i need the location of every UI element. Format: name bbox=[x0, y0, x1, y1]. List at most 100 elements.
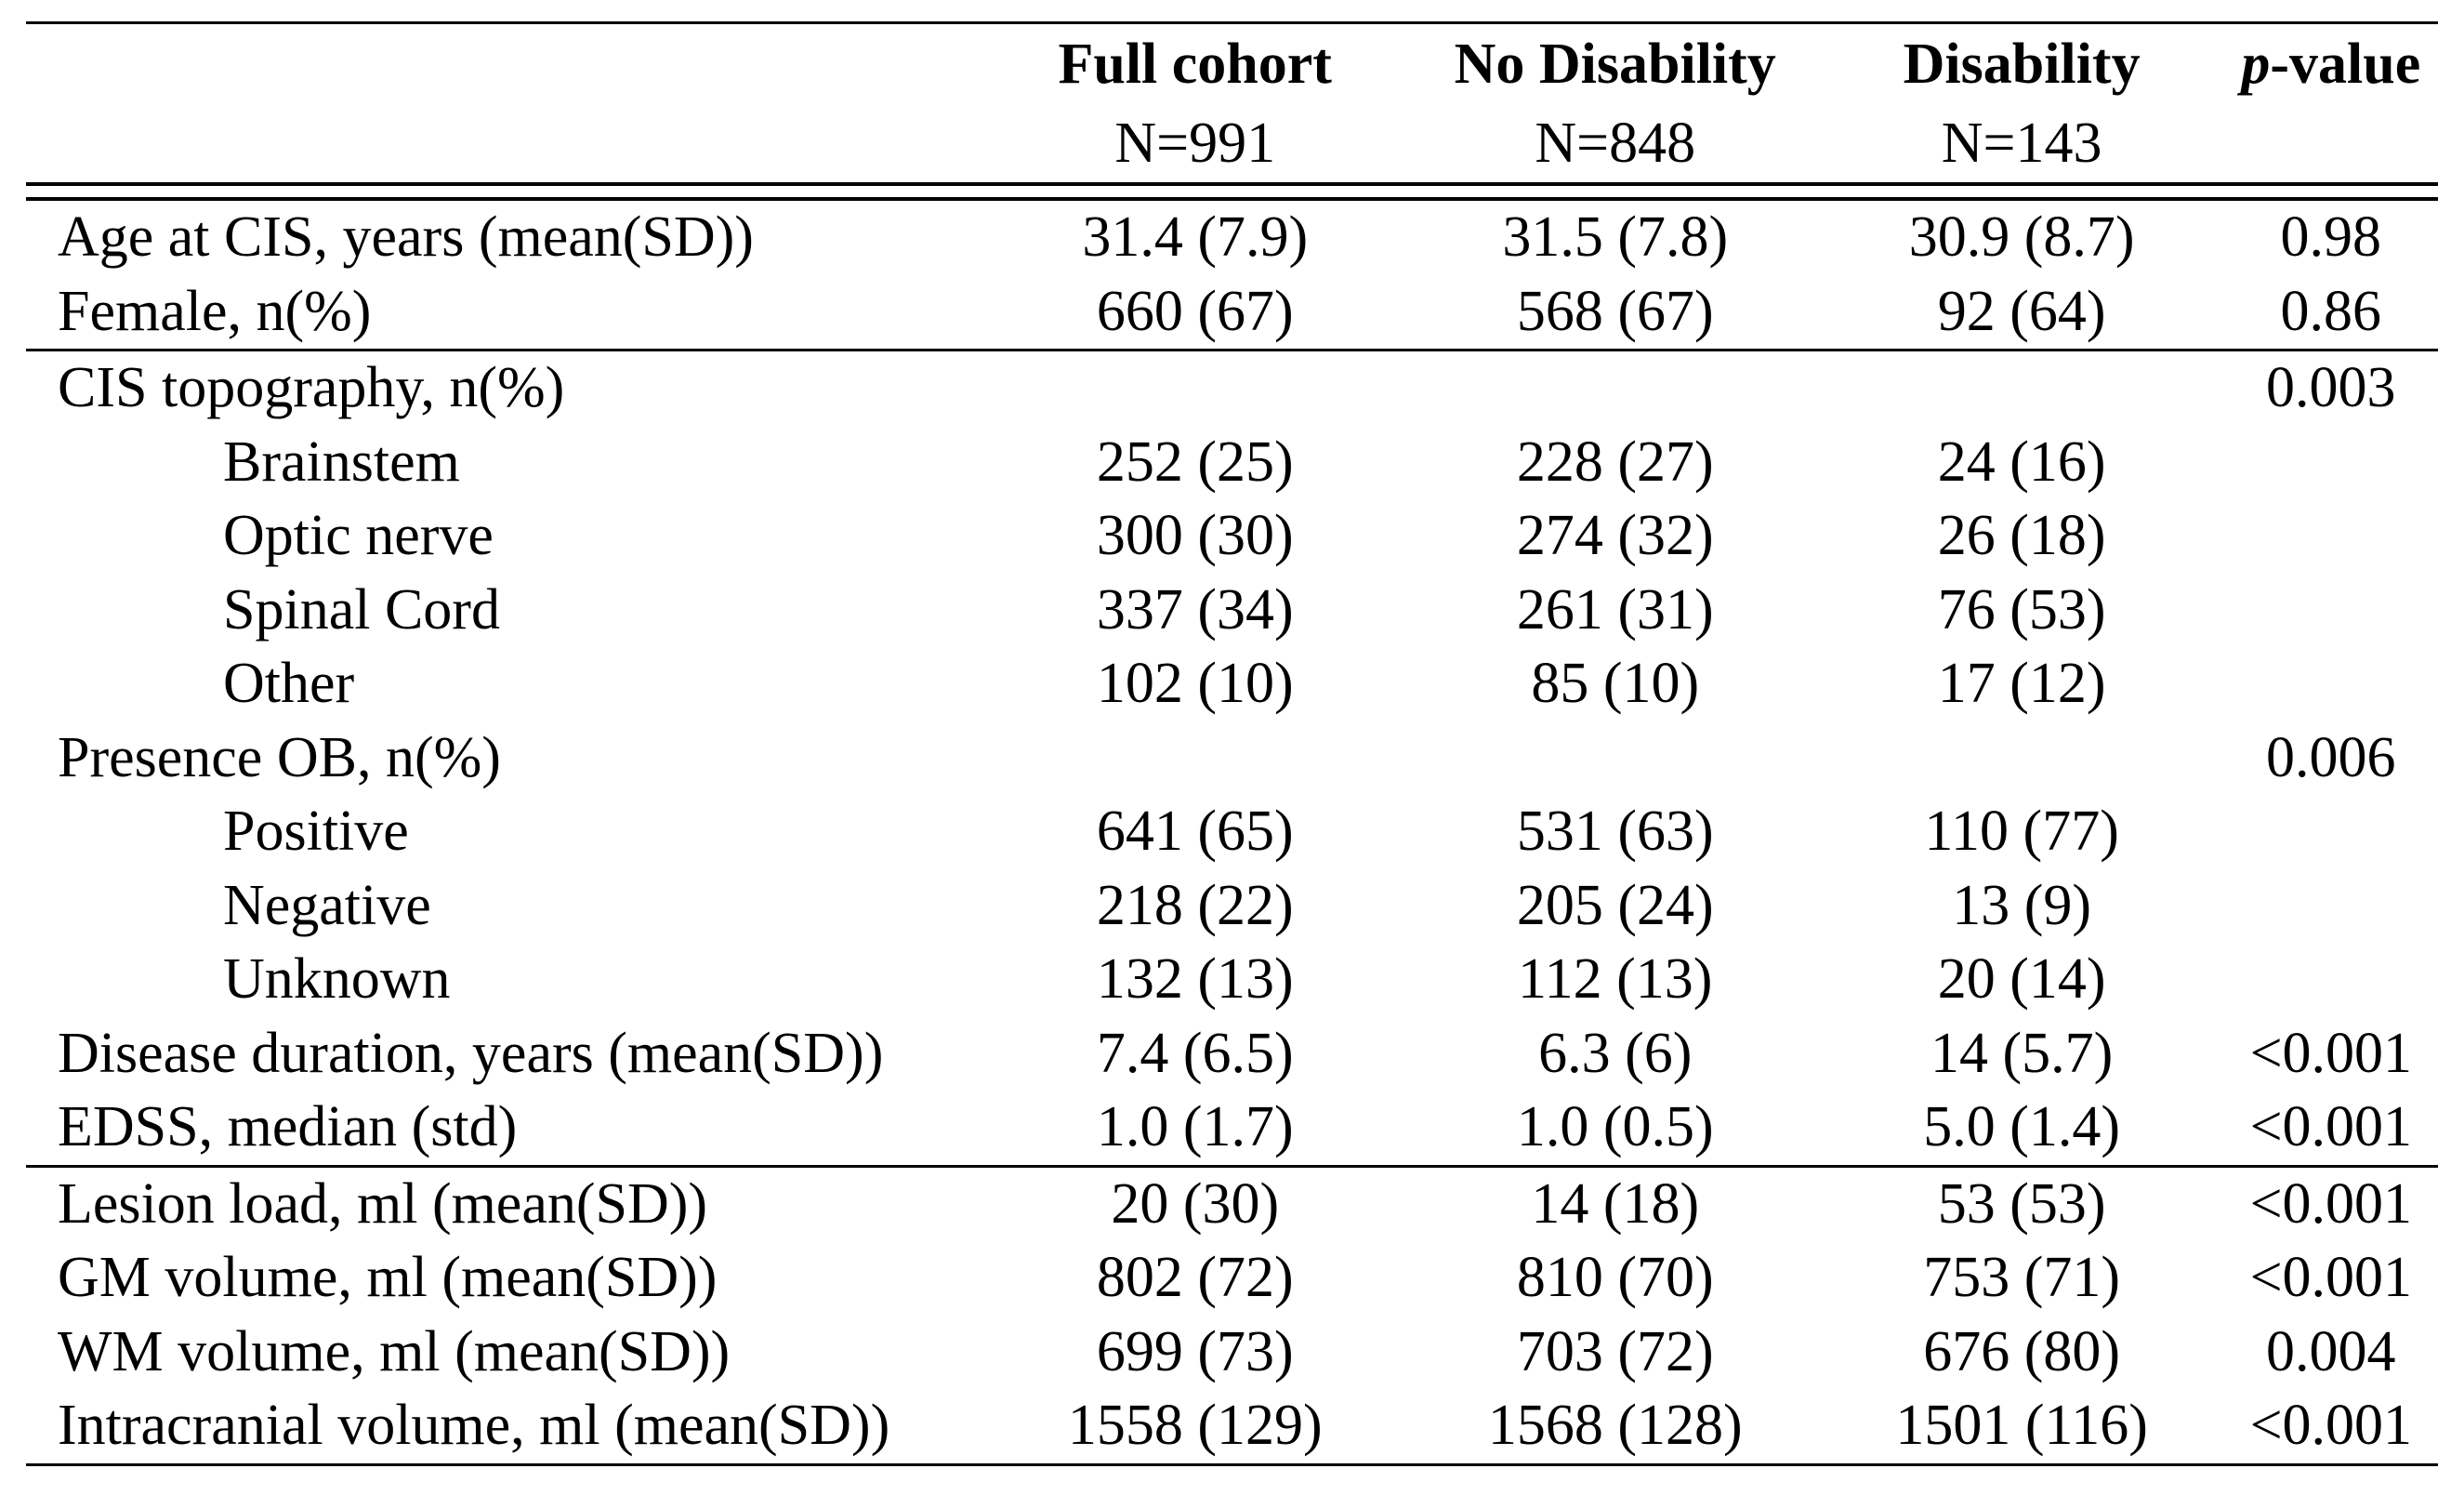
cell-p-value: 0.006 bbox=[2266, 725, 2396, 789]
p-value-suffix: -value bbox=[2270, 32, 2421, 96]
header-no-disability: No Disability bbox=[1454, 32, 1776, 96]
row-label: Positive bbox=[223, 800, 409, 864]
header-disability: Disability bbox=[1903, 32, 2141, 96]
cell-no-disability: 85 (10) bbox=[1531, 652, 1700, 716]
cell-disability: 20 (14) bbox=[1937, 947, 2106, 1012]
cell-full-cohort: 252 (25) bbox=[1096, 430, 1294, 494]
row-label: Disease duration, years (mean(SD)) bbox=[58, 1021, 884, 1085]
cell-disability: 676 (80) bbox=[1923, 1319, 2121, 1383]
cell-disability: 5.0 (1.4) bbox=[1923, 1095, 2121, 1159]
cell-full-cohort: 1558 (129) bbox=[1067, 1394, 1323, 1458]
cell-full-cohort: 337 (34) bbox=[1096, 577, 1294, 642]
header-double-rule bbox=[26, 182, 2438, 201]
cell-full-cohort: 660 (67) bbox=[1096, 279, 1294, 343]
cell-full-cohort: 31.4 (7.9) bbox=[1082, 205, 1309, 270]
row-label: WM volume, ml (mean(SD)) bbox=[58, 1319, 731, 1383]
cell-disability: 53 (53) bbox=[1937, 1171, 2106, 1236]
table-row: Unknown 132 (13) 112 (13) 20 (14) bbox=[0, 943, 2464, 1017]
table-row: GM volume, ml (mean(SD)) 802 (72) 810 (7… bbox=[0, 1241, 2464, 1316]
cell-no-disability: 228 (27) bbox=[1516, 430, 1714, 494]
cell-p-value: 0.86 bbox=[2280, 279, 2382, 343]
cell-disability: 110 (77) bbox=[1924, 800, 2119, 864]
row-label: Intracranial volume, ml (mean(SD)) bbox=[58, 1394, 890, 1458]
row-label: Female, n(%) bbox=[58, 279, 372, 343]
cell-p-value: <0.001 bbox=[2249, 1021, 2413, 1085]
header-full-cohort: Full cohort bbox=[1058, 32, 1332, 96]
row-label: Presence OB, n(%) bbox=[58, 725, 501, 789]
cell-no-disability: 261 (31) bbox=[1516, 577, 1714, 642]
cell-no-disability: 1568 (128) bbox=[1487, 1394, 1743, 1458]
cell-full-cohort: 641 (65) bbox=[1096, 800, 1294, 864]
row-label: EDSS, median (std) bbox=[58, 1095, 518, 1159]
cell-full-cohort: 7.4 (6.5) bbox=[1096, 1021, 1294, 1085]
table-row: WM volume, ml (mean(SD)) 699 (73) 703 (7… bbox=[0, 1316, 2464, 1390]
table-row: Optic nerve 300 (30) 274 (32) 26 (18) bbox=[0, 499, 2464, 574]
table-row: Spinal Cord 337 (34) 261 (31) 76 (53) bbox=[0, 574, 2464, 648]
table-row: Female, n(%) 660 (67) 568 (67) 92 (64) 0… bbox=[0, 275, 2464, 350]
table-row: Intracranial volume, ml (mean(SD)) 1558 … bbox=[0, 1389, 2464, 1463]
n-no-disability: N=848 bbox=[1535, 111, 1696, 175]
row-label: Spinal Cord bbox=[223, 577, 500, 642]
table-row: Negative 218 (22) 205 (24) 13 (9) bbox=[0, 869, 2464, 944]
cell-disability: 30.9 (8.7) bbox=[1908, 205, 2135, 270]
cell-full-cohort: 102 (10) bbox=[1096, 652, 1294, 716]
cell-no-disability: 810 (70) bbox=[1516, 1246, 1714, 1310]
row-label: Brainstem bbox=[223, 430, 460, 494]
top-rule bbox=[26, 21, 2438, 24]
header-p-value: p-value bbox=[2198, 32, 2464, 98]
cell-disability: 24 (16) bbox=[1937, 430, 2106, 494]
cell-full-cohort: 1.0 (1.7) bbox=[1096, 1095, 1294, 1159]
row-label: Negative bbox=[223, 873, 431, 937]
row-label: Lesion load, ml (mean(SD)) bbox=[58, 1171, 708, 1236]
header-row-titles: Full cohort No Disability Disability p-v… bbox=[0, 24, 2464, 104]
row-label: GM volume, ml (mean(SD)) bbox=[58, 1246, 718, 1310]
cell-full-cohort: 699 (73) bbox=[1096, 1319, 1294, 1383]
cell-p-value: 0.98 bbox=[2280, 205, 2382, 270]
cell-disability: 753 (71) bbox=[1923, 1246, 2121, 1310]
cell-no-disability: 31.5 (7.8) bbox=[1502, 205, 1729, 270]
cell-disability: 14 (5.7) bbox=[1930, 1021, 2114, 1085]
bottom-rule bbox=[26, 1462, 2438, 1466]
cell-no-disability: 205 (24) bbox=[1516, 873, 1714, 937]
cell-disability: 13 (9) bbox=[1952, 873, 2092, 937]
cell-full-cohort: 802 (72) bbox=[1096, 1246, 1294, 1310]
cell-disability: 92 (64) bbox=[1937, 279, 2106, 343]
table-row: Disease duration, years (mean(SD)) 7.4 (… bbox=[0, 1017, 2464, 1091]
cell-no-disability: 1.0 (0.5) bbox=[1516, 1095, 1714, 1159]
cell-p-value: <0.001 bbox=[2249, 1171, 2413, 1236]
cell-no-disability: 568 (67) bbox=[1516, 279, 1714, 343]
n-full-cohort: N=991 bbox=[1114, 111, 1276, 175]
cell-p-value: 0.004 bbox=[2266, 1319, 2396, 1383]
cell-full-cohort: 300 (30) bbox=[1096, 504, 1294, 568]
cell-p-value: 0.003 bbox=[2266, 356, 2396, 420]
cell-no-disability: 703 (72) bbox=[1516, 1319, 1714, 1383]
row-label: Other bbox=[223, 652, 355, 716]
table-row: Positive 641 (65) 531 (63) 110 (77) bbox=[0, 795, 2464, 869]
cell-disability: 76 (53) bbox=[1937, 577, 2106, 642]
table-row: Age at CIS, years (mean(SD)) 31.4 (7.9) … bbox=[0, 201, 2464, 275]
cell-p-value: <0.001 bbox=[2249, 1246, 2413, 1310]
n-disability: N=143 bbox=[1941, 111, 2102, 175]
cell-full-cohort: 132 (13) bbox=[1096, 947, 1294, 1012]
cell-full-cohort: 20 (30) bbox=[1111, 1171, 1280, 1236]
table-row: Presence OB, n(%) 0.006 bbox=[0, 721, 2464, 796]
cell-no-disability: 112 (13) bbox=[1517, 947, 1713, 1012]
cell-disability: 17 (12) bbox=[1937, 652, 2106, 716]
cell-disability: 26 (18) bbox=[1937, 504, 2106, 568]
cell-no-disability: 14 (18) bbox=[1531, 1171, 1700, 1236]
header-row-counts: N=991 N=848 N=143 bbox=[0, 104, 2464, 182]
row-label: Optic nerve bbox=[223, 504, 494, 568]
section-divider-rule bbox=[26, 1164, 2438, 1168]
cell-no-disability: 531 (63) bbox=[1516, 800, 1714, 864]
row-label: Unknown bbox=[223, 947, 451, 1012]
row-label: CIS topography, n(%) bbox=[58, 356, 565, 420]
table-row: Lesion load, ml (mean(SD)) 20 (30) 14 (1… bbox=[0, 1168, 2464, 1242]
table-body: Age at CIS, years (mean(SD)) 31.4 (7.9) … bbox=[0, 201, 2464, 1463]
cell-no-disability: 6.3 (6) bbox=[1538, 1021, 1693, 1085]
table-row: Brainstem 252 (25) 228 (27) 24 (16) bbox=[0, 426, 2464, 500]
cell-full-cohort: 218 (22) bbox=[1096, 873, 1294, 937]
row-label: Age at CIS, years (mean(SD)) bbox=[58, 205, 754, 270]
table-row: EDSS, median (std) 1.0 (1.7) 1.0 (0.5) 5… bbox=[0, 1091, 2464, 1165]
section-divider-rule bbox=[26, 349, 2438, 351]
